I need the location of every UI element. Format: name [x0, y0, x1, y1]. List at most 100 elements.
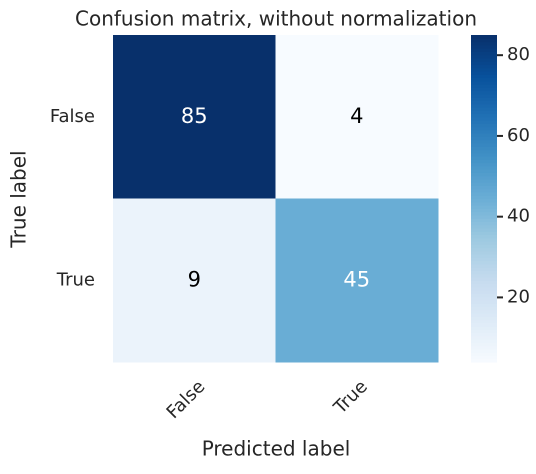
colorbar-segment [471, 250, 497, 255]
colorbar-segment [471, 103, 497, 108]
colorbar-segment [471, 355, 497, 360]
colorbar-segment [471, 267, 497, 272]
colorbar-segment [471, 309, 497, 314]
colorbar-segment [471, 51, 497, 56]
cell-label: 9 [188, 267, 201, 291]
colorbar-segment [471, 283, 497, 288]
colorbar-tick-label: 20 [507, 286, 530, 307]
colorbar-segment [471, 224, 497, 229]
colorbar-segment [471, 312, 497, 317]
cell [113, 35, 276, 199]
colorbar-segment [471, 214, 497, 219]
colorbar-segment [471, 299, 497, 304]
colorbar-segment [471, 293, 497, 298]
colorbar-segment [471, 44, 497, 49]
colorbar-segment [471, 123, 497, 128]
colorbar-segment [471, 286, 497, 291]
colorbar-segment [471, 84, 497, 88]
colorbar-segment [471, 273, 497, 278]
colorbar-segment [471, 48, 497, 52]
colorbar-segment [471, 358, 497, 363]
colorbar-segment [471, 77, 497, 82]
colorbar-segment [471, 322, 497, 327]
colorbar-segment [471, 165, 497, 170]
cell-label: 45 [343, 267, 370, 291]
colorbar-segment [471, 116, 497, 121]
colorbar-segment [471, 276, 497, 281]
y-tick-label: True [56, 269, 95, 290]
colorbar-segment [471, 149, 497, 154]
colorbar-segment [471, 306, 497, 311]
colorbar-segment [471, 188, 497, 193]
colorbar-segment [471, 303, 497, 308]
colorbar-segment [471, 326, 497, 330]
colorbar-segment [471, 80, 497, 85]
colorbar-tick-label: 80 [507, 44, 530, 65]
y-tick-label: False [50, 106, 95, 127]
colorbar-segment [471, 185, 497, 190]
colorbar-segment [471, 257, 497, 262]
colorbar-segment [471, 237, 497, 242]
colorbar-segment [471, 329, 497, 334]
colorbar-segment [471, 342, 497, 347]
colorbar-segment [471, 54, 497, 59]
colorbar-segment [471, 64, 497, 69]
colorbar-segment [471, 169, 497, 173]
colorbar-segment [471, 175, 497, 180]
colorbar-segment [471, 319, 497, 324]
colorbar-segment [471, 172, 497, 177]
colorbar-segment [471, 339, 497, 343]
colorbar-segment [471, 90, 497, 95]
colorbar-segment [471, 126, 497, 131]
colorbar-segment [471, 38, 497, 43]
colorbar-segment [471, 345, 497, 350]
colorbar-segment [471, 211, 497, 216]
colorbar-segment [471, 234, 497, 239]
colorbar-segment [471, 270, 497, 275]
colorbar-segment [471, 110, 497, 115]
colorbar-segment [471, 70, 497, 75]
colorbar-segment [471, 205, 497, 209]
colorbar-segment [471, 139, 497, 144]
colorbar-segment [471, 195, 497, 200]
colorbar-segment [471, 280, 497, 285]
colorbar-segment [471, 35, 497, 39]
colorbar-segment [471, 57, 497, 62]
colorbar-segment [471, 152, 497, 157]
colorbar-segment [471, 67, 497, 72]
x-axis-label: Predicted label [202, 437, 351, 461]
colorbar-segment [471, 316, 497, 321]
colorbar-segment [471, 142, 497, 147]
colorbar-segment [471, 155, 497, 160]
colorbar-segment [471, 227, 497, 232]
colorbar-segment [471, 260, 497, 265]
colorbar-segment [471, 290, 497, 294]
colorbar-tick-label: 40 [507, 206, 530, 227]
colorbar-segment [471, 191, 497, 196]
colorbar-segment [471, 162, 497, 167]
colorbar-segment [471, 178, 497, 183]
colorbar-segment [471, 263, 497, 268]
colorbar-segment [471, 146, 497, 151]
colorbar-segment [471, 97, 497, 101]
colorbar-segment [471, 332, 497, 337]
cell [275, 198, 439, 363]
cell [275, 35, 439, 199]
colorbar-segment [471, 221, 497, 226]
colorbar-segment [471, 61, 497, 66]
colorbar-segment [471, 254, 497, 258]
colorbar-segment [471, 133, 497, 137]
colorbar-segment [471, 129, 497, 134]
y-axis-label: True label [7, 150, 31, 248]
colorbar-segment [471, 100, 497, 105]
colorbar-segment [471, 352, 497, 357]
colorbar-segment [471, 201, 497, 206]
colorbar-segment [471, 247, 497, 252]
colorbar-segment [471, 198, 497, 203]
colorbar-segment [471, 208, 497, 213]
colorbar-segment [471, 182, 497, 187]
colorbar-segment [471, 296, 497, 301]
colorbar-segment [471, 106, 497, 111]
colorbar-segment [471, 218, 497, 222]
